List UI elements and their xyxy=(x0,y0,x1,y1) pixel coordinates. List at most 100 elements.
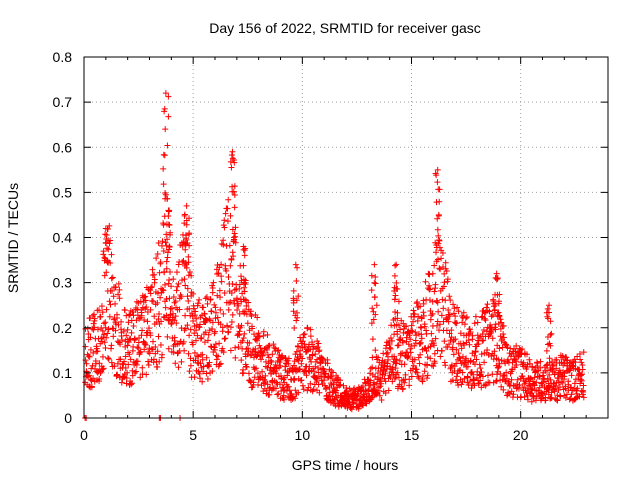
data-point xyxy=(255,330,262,337)
data-point xyxy=(278,388,285,395)
data-point xyxy=(165,246,172,253)
data-point xyxy=(324,360,331,367)
data-point xyxy=(293,317,300,324)
data-point xyxy=(394,369,401,376)
data-point xyxy=(440,305,447,312)
data-point xyxy=(387,335,394,342)
data-point xyxy=(428,312,435,319)
data-point xyxy=(406,382,413,389)
data-point xyxy=(395,298,402,305)
data-point xyxy=(162,126,169,133)
data-point xyxy=(199,351,206,358)
data-point xyxy=(216,264,223,271)
data-point xyxy=(163,231,170,238)
data-point xyxy=(92,358,99,365)
data-point xyxy=(172,360,179,367)
data-point xyxy=(99,327,106,334)
data-point xyxy=(580,382,587,389)
data-point xyxy=(491,348,498,355)
data-point xyxy=(333,387,340,394)
data-point xyxy=(235,343,242,350)
data-point xyxy=(224,205,231,212)
data-point xyxy=(376,392,383,399)
data-point xyxy=(312,351,319,358)
data-point xyxy=(372,280,379,287)
data-point xyxy=(164,236,171,243)
data-point xyxy=(251,331,258,338)
data-point xyxy=(467,328,474,335)
data-point xyxy=(457,367,464,374)
data-point xyxy=(292,395,299,402)
data-point xyxy=(137,374,144,381)
data-point xyxy=(298,377,305,384)
data-point xyxy=(459,353,466,360)
data-point xyxy=(315,369,322,376)
data-point xyxy=(286,387,293,394)
data-point xyxy=(213,356,220,363)
data-point xyxy=(293,348,300,355)
data-point xyxy=(225,274,232,281)
data-point xyxy=(247,308,254,315)
data-point xyxy=(128,329,135,336)
data-point xyxy=(531,374,538,381)
data-point xyxy=(204,300,211,307)
data-point xyxy=(184,285,191,292)
data-point xyxy=(164,254,171,261)
data-point xyxy=(454,379,461,386)
data-point xyxy=(434,226,441,233)
data-point xyxy=(106,222,113,229)
data-point xyxy=(316,347,323,354)
data-point xyxy=(371,261,378,268)
data-point xyxy=(401,379,408,386)
data-point xyxy=(124,369,131,376)
data-point xyxy=(102,225,109,232)
data-point xyxy=(168,321,175,328)
data-point xyxy=(441,270,448,277)
data-point xyxy=(105,246,112,253)
data-point xyxy=(198,334,205,341)
data-point xyxy=(228,151,235,158)
data-point xyxy=(544,375,551,382)
data-point xyxy=(170,294,177,301)
data-point xyxy=(251,366,258,373)
data-point xyxy=(368,320,375,327)
data-point xyxy=(106,298,113,305)
data-point xyxy=(448,362,455,369)
data-point xyxy=(185,253,192,260)
data-point xyxy=(290,308,297,315)
data-point xyxy=(238,277,245,284)
y-tick-label: 0.6 xyxy=(53,139,73,155)
data-point xyxy=(112,284,119,291)
data-point xyxy=(408,327,415,334)
data-point xyxy=(143,304,150,311)
data-point xyxy=(172,313,179,320)
data-point xyxy=(176,306,183,313)
data-point xyxy=(91,324,98,331)
data-point xyxy=(440,318,447,325)
data-point xyxy=(494,275,501,282)
data-point xyxy=(574,385,581,392)
data-point xyxy=(157,259,164,266)
data-point xyxy=(312,363,319,370)
data-point xyxy=(432,170,439,177)
data-point xyxy=(419,378,426,385)
data-point xyxy=(575,375,582,382)
data-point xyxy=(224,218,231,225)
data-point xyxy=(482,317,489,324)
data-point xyxy=(242,281,249,288)
data-point xyxy=(393,279,400,286)
data-point xyxy=(144,318,151,325)
data-point xyxy=(490,296,497,303)
data-point xyxy=(117,341,124,348)
data-point xyxy=(448,327,455,334)
y-tick-label: 0.7 xyxy=(53,94,73,110)
data-point xyxy=(375,387,382,394)
data-point xyxy=(435,308,442,315)
data-point xyxy=(86,353,93,360)
data-point xyxy=(284,372,291,379)
data-point xyxy=(473,356,480,363)
data-point xyxy=(544,334,551,341)
data-point xyxy=(464,374,471,381)
data-point xyxy=(178,293,185,300)
data-point xyxy=(455,350,462,357)
